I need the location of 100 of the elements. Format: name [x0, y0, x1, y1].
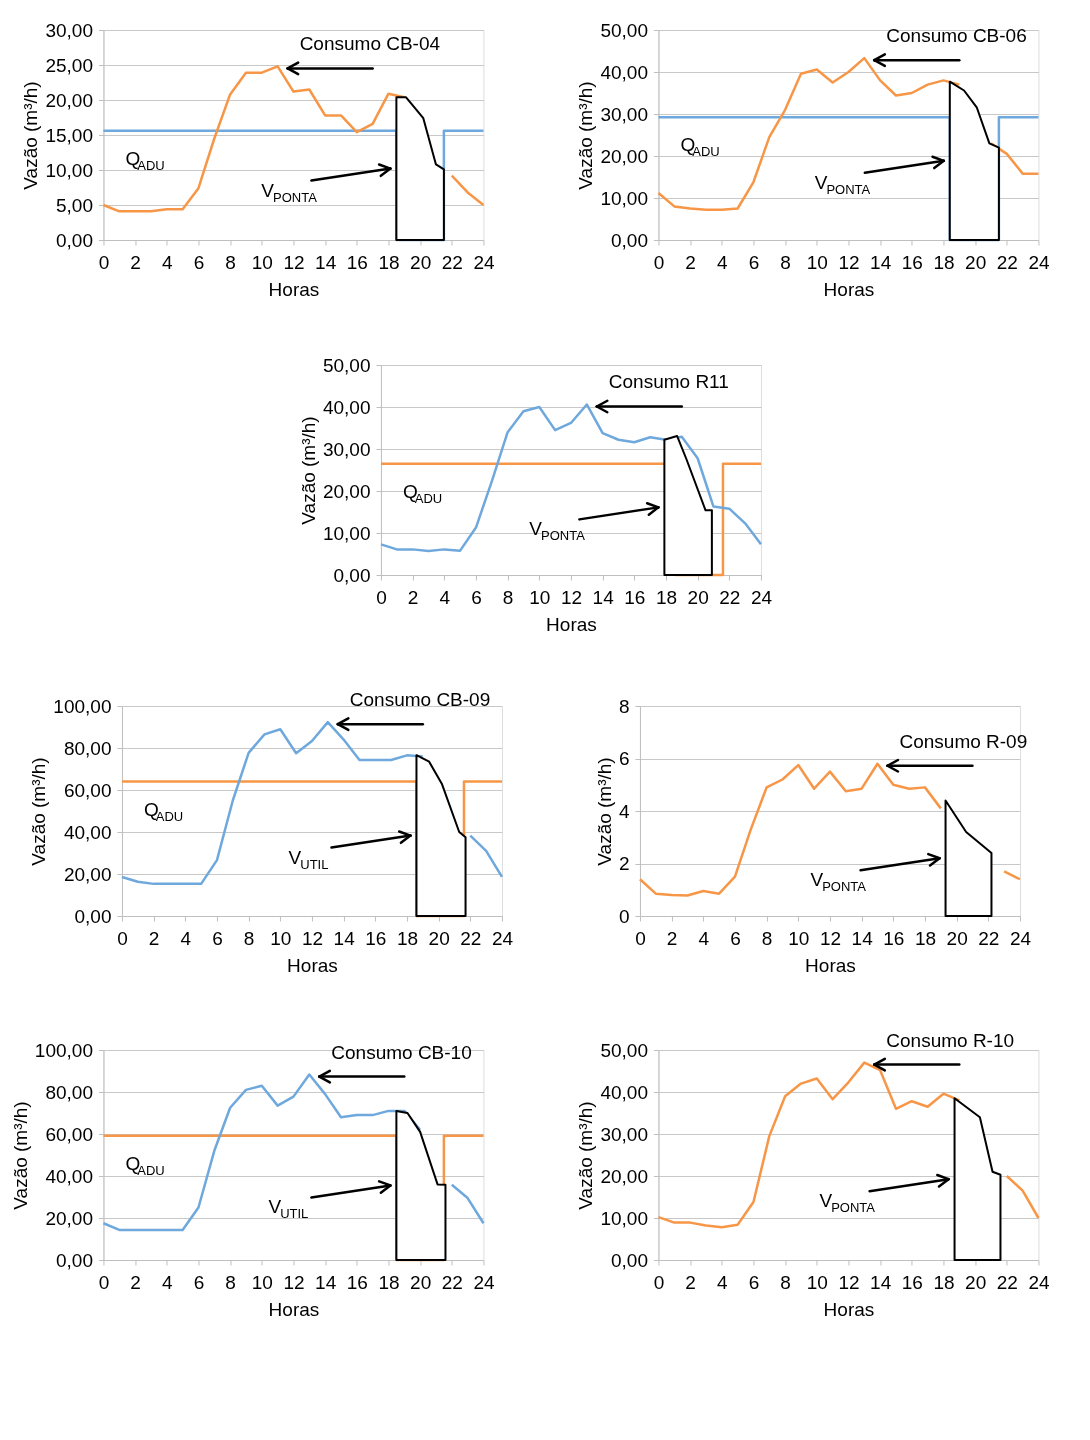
x-tick-label: 20	[946, 927, 968, 949]
y-tick-label: 10,00	[600, 187, 648, 209]
x-tick-label: 10	[251, 251, 273, 273]
y-tick-label: 0,00	[610, 229, 648, 251]
y-tick-label: 50,00	[322, 354, 371, 376]
y-tick-label: 40,00	[600, 61, 648, 83]
x-tick-label: 12	[819, 927, 842, 949]
y-tick-label: 60,00	[63, 779, 112, 801]
y-tick-label: 10,00	[322, 522, 371, 544]
x-axis-title: Horas	[287, 954, 338, 976]
x-tick-label: 12	[838, 251, 860, 273]
x-tick-label: 8	[780, 251, 791, 273]
y-tick-label: 40,00	[45, 1165, 93, 1187]
x-tick-label: 6	[193, 1271, 205, 1293]
x-tick-label: 4	[717, 1271, 729, 1293]
x-tick-label: 22	[719, 586, 741, 608]
x-tick-label: 20	[965, 251, 987, 273]
x-tick-label: 4	[717, 251, 729, 273]
x-tick-label: 22	[996, 1271, 1018, 1293]
y-tick-label: 20,00	[600, 145, 648, 167]
x-tick-label: 10	[270, 927, 292, 949]
x-tick-label: 2	[407, 586, 419, 608]
y-tick-label: 30,00	[45, 19, 93, 41]
x-tick-label: 6	[730, 927, 741, 949]
x-axis-title: Horas	[268, 278, 320, 300]
x-tick-label: 10	[251, 1271, 273, 1293]
y-tick-label: 8	[618, 695, 630, 717]
x-tick-label: 4	[180, 927, 192, 949]
x-tick-label: 24	[473, 251, 495, 273]
y-axis-title: Vazão (m³/h)	[20, 81, 42, 190]
x-tick-label: 14	[315, 1271, 337, 1293]
x-tick-label: 4	[162, 1271, 174, 1293]
series-label: Consumo CB-10	[331, 1041, 472, 1063]
x-tick-label: 10	[806, 1271, 828, 1293]
y-tick-label: 20,00	[63, 863, 112, 885]
x-tick-label: 6	[212, 927, 223, 949]
x-axis-title: Horas	[823, 278, 875, 300]
x-tick-label: 20	[687, 586, 709, 608]
x-axis-title: Horas	[268, 1298, 320, 1320]
x-tick-label: 16	[883, 927, 905, 949]
y-tick-label: 20,00	[322, 480, 371, 502]
x-tick-label: 14	[333, 927, 356, 949]
x-tick-label: 24	[1028, 1271, 1050, 1293]
x-axis-title: Horas	[805, 954, 856, 976]
x-axis-title: Horas	[546, 613, 597, 635]
x-tick-label: 24	[491, 927, 514, 949]
x-tick-label: 2	[685, 1271, 696, 1293]
y-tick-label: 80,00	[45, 1081, 93, 1103]
x-tick-label: 22	[996, 251, 1018, 273]
x-tick-label: 12	[838, 1271, 860, 1293]
x-tick-label: 8	[243, 927, 255, 949]
y-tick-label: 0,00	[55, 1249, 93, 1271]
y-tick-label: 50,00	[600, 19, 648, 41]
x-tick-label: 24	[473, 1271, 495, 1293]
x-tick-label: 12	[560, 586, 583, 608]
x-tick-label: 16	[624, 586, 646, 608]
y-axis-title: Vazão (m³/h)	[575, 1101, 597, 1210]
x-tick-label: 2	[130, 251, 141, 273]
y-tick-label: 20,00	[45, 1207, 93, 1229]
x-tick-label: 14	[315, 251, 337, 273]
x-tick-label: 10	[529, 586, 551, 608]
y-tick-label: 0,00	[74, 905, 112, 927]
series-label: Consumo CB-06	[886, 25, 1027, 47]
x-tick-label: 18	[378, 1271, 400, 1293]
x-tick-label: 24	[750, 586, 773, 608]
x-tick-label: 18	[396, 927, 419, 949]
y-tick-label: 100,00	[34, 1039, 93, 1061]
x-tick-label: 16	[901, 251, 923, 273]
x-tick-label: 0	[376, 586, 387, 608]
y-tick-label: 5,00	[55, 194, 93, 216]
series-label: Consumo CB-04	[299, 33, 441, 55]
y-tick-label: 100,00	[53, 695, 112, 717]
x-tick-label: 6	[193, 251, 205, 273]
x-tick-label: 20	[965, 1271, 987, 1293]
y-axis-title: Vazão (m³/h)	[593, 757, 615, 866]
x-tick-label: 22	[978, 927, 1000, 949]
x-tick-label: 18	[914, 927, 937, 949]
x-tick-label: 12	[301, 927, 324, 949]
x-tick-label: 22	[460, 927, 482, 949]
y-tick-label: 25,00	[45, 54, 93, 76]
x-tick-label: 14	[870, 1271, 892, 1293]
y-tick-label: 2	[618, 853, 630, 874]
series-label: Consumo R-09	[899, 730, 1028, 752]
x-tick-label: 6	[748, 1271, 760, 1293]
y-axis-title: Vazão (m³/h)	[575, 81, 597, 190]
x-tick-label: 8	[225, 1271, 236, 1293]
series-label: Consumo CB-09	[349, 689, 491, 711]
x-tick-label: 8	[780, 1271, 791, 1293]
series-label: Consumo R-10	[886, 1029, 1015, 1051]
x-tick-label: 6	[748, 251, 760, 273]
y-tick-label: 20,00	[45, 89, 93, 111]
x-tick-label: 18	[933, 251, 955, 273]
x-tick-label: 0	[117, 927, 128, 949]
y-tick-label: 0	[618, 905, 630, 927]
x-tick-label: 20	[428, 927, 450, 949]
x-tick-label: 14	[592, 586, 615, 608]
y-tick-label: 6	[618, 748, 630, 769]
y-tick-label: 60,00	[45, 1123, 93, 1145]
y-tick-label: 50,00	[600, 1039, 648, 1061]
y-axis-title: Vazão (m³/h)	[297, 416, 319, 525]
